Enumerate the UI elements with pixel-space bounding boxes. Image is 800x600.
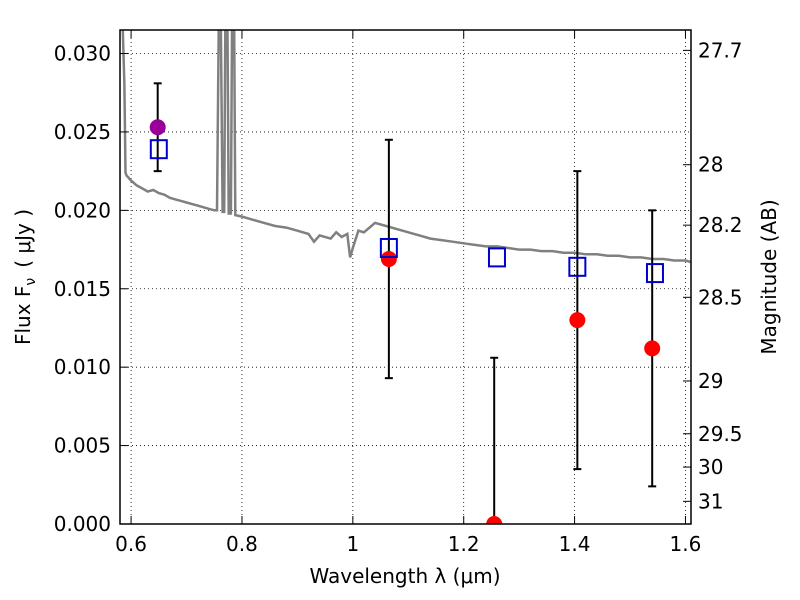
- y2-tick-label: 28.5: [698, 285, 743, 309]
- model-point: [487, 247, 506, 268]
- x-axis-ticks: 0.6 0.8 1 1.2 1.4 1.6: [115, 30, 701, 556]
- x-tick-label: 0.6: [115, 532, 147, 556]
- x-tick-label: 1.4: [559, 532, 591, 556]
- y2-tick-label: 30: [698, 455, 723, 479]
- y-tick-label: 0.025: [54, 120, 111, 144]
- x-tick-label: 0.8: [226, 532, 258, 556]
- grid: [120, 30, 691, 525]
- plot-frame: [119, 29, 692, 525]
- y-axis-label: Flux Fν ( μJy ): [11, 209, 39, 345]
- observed-point: [486, 516, 503, 524]
- y2-tick-label: 27.7: [698, 38, 743, 62]
- y-axis-label-unit: ( μJy ): [11, 209, 35, 268]
- observed-points: [149, 119, 661, 524]
- observed-point: [644, 340, 661, 357]
- y-tick-label: 0.020: [54, 198, 111, 222]
- y-tick-label: 0.015: [54, 277, 111, 301]
- y-axis-label-subscript: ν: [23, 278, 39, 286]
- model-point: [568, 256, 587, 277]
- y2-tick-label: 28.2: [698, 213, 743, 237]
- x-tick-label: 1.2: [448, 532, 480, 556]
- y2-axis-label: Magnitude (AB): [757, 199, 781, 354]
- x-tick-label: 1.6: [670, 532, 702, 556]
- y-axis-label-text: Flux F: [11, 286, 35, 345]
- y-tick-label: 0.000: [54, 512, 111, 536]
- observed-point: [569, 312, 586, 329]
- template-spectrum-line: [121, 30, 691, 264]
- y2-tick-label: 31: [698, 489, 723, 513]
- y2-axis-ticks: 27.7 28 28.2 28.5 29 29.5 30 31: [683, 38, 743, 513]
- y-tick-label: 0.010: [54, 355, 111, 379]
- y-tick-label: 0.005: [54, 434, 111, 458]
- x-tick-label: 1: [346, 532, 359, 556]
- y-tick-label: 0.030: [54, 42, 111, 66]
- model-points: [149, 139, 664, 284]
- observed-point: [149, 119, 166, 136]
- model-point: [645, 263, 664, 284]
- y2-tick-label: 28: [698, 153, 723, 177]
- y2-tick-label: 29: [698, 369, 723, 393]
- observed-point: [380, 250, 397, 267]
- model-point: [379, 237, 398, 258]
- x-axis-label: Wavelength λ (μm): [309, 564, 500, 588]
- y-axis-ticks: 0.000 0.005 0.010 0.015 0.020 0.025 0.030: [54, 42, 128, 536]
- plot-area: [121, 30, 691, 524]
- model-point: [149, 139, 168, 160]
- y2-tick-label: 29.5: [698, 422, 743, 446]
